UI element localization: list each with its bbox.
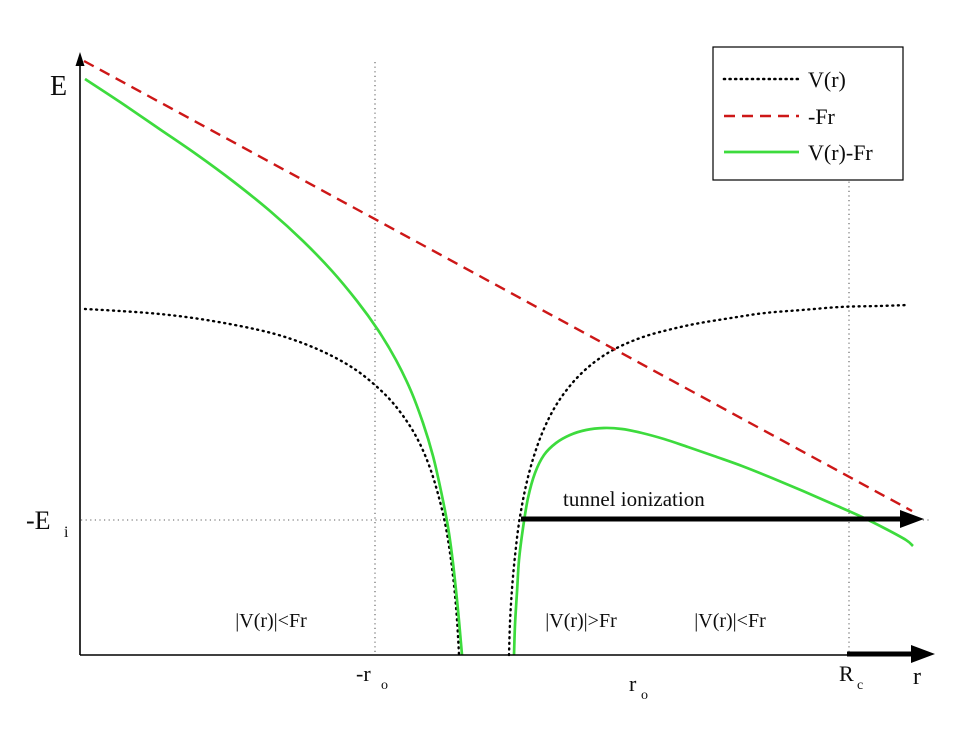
tick-ro-subscript: o [641, 688, 648, 703]
arrows [521, 510, 935, 663]
legend-label-vr-fr: V(r)-Fr [808, 140, 873, 165]
tunnel-ionization-label: tunnel ionization [563, 487, 705, 511]
energy-level-label: -E [26, 506, 51, 535]
curve-series-0-branch-0 [83, 307, 461, 657]
tick-neg-ro: -r [356, 661, 371, 686]
curves [83, 59, 914, 657]
axes [75, 52, 930, 656]
escape-arrow-head [911, 645, 935, 663]
tick-rc: R [839, 661, 854, 686]
legend-label-vr: V(r) [808, 67, 846, 92]
legend: V(r) -Fr V(r)-Fr [712, 46, 904, 181]
x-axis-label: r [913, 664, 921, 690]
region-label-mid: |V(r)|>Fr [545, 610, 617, 632]
legend-box [712, 46, 904, 181]
tunnel-ionization-arrow-head [900, 510, 924, 528]
y-axis-arrowhead [75, 52, 85, 66]
tick-rc-subscript: c [857, 678, 863, 693]
tick-neg-ro-subscript: o [381, 678, 388, 693]
curve-series-2-branch-1 [512, 426, 914, 656]
region-label-right: |V(r)|<Fr [694, 610, 766, 632]
region-label-left: |V(r)|<Fr [235, 610, 307, 632]
energy-level-subscript: i [64, 524, 69, 541]
legend-label-fr: -Fr [808, 104, 836, 129]
curve-series-0-branch-1 [507, 303, 910, 657]
tick-ro: r [629, 671, 637, 696]
y-axis-label: E [50, 71, 67, 102]
curve-series-1-branch-0 [83, 59, 913, 513]
curve-series-2-branch-0 [84, 77, 464, 656]
